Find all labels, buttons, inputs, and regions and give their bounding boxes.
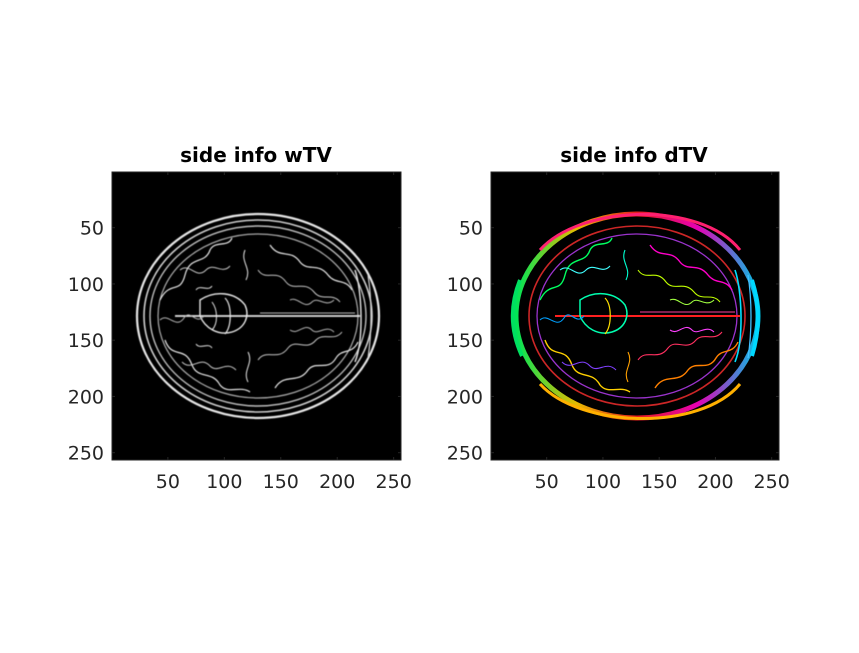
gyri-edge [289, 298, 335, 305]
ventricle-edge [199, 293, 248, 334]
y-tick-label: 250 [447, 443, 483, 465]
x-tick-label: 250 [754, 471, 790, 493]
gyri-edge [159, 237, 233, 301]
chart-title: side info wTV [180, 143, 332, 167]
edge-image [510, 211, 761, 421]
x-tick-label: 100 [206, 471, 242, 493]
x-tick-label: 250 [376, 471, 412, 493]
gyri-edge [245, 351, 251, 383]
gyri-edge [269, 244, 353, 291]
frontal-edge [354, 269, 362, 363]
edge-image [135, 212, 381, 420]
gyri-edge [637, 331, 723, 361]
axis-ticks: 50 100 150 200 250 50 100 150 200 250 [447, 172, 790, 493]
x-tick-label: 150 [263, 471, 299, 493]
y-tick-label: 200 [447, 386, 483, 408]
y-tick-label: 50 [459, 218, 483, 240]
chart-dtv: side info dTV [447, 143, 790, 493]
gyri-edge [649, 244, 733, 291]
gyri-edge [159, 314, 205, 323]
x-tick-label: 50 [156, 471, 180, 493]
skull-ring [143, 219, 373, 413]
ventricle-edge [224, 297, 231, 335]
chart-wtv: side info wTV [68, 143, 412, 493]
x-tick-label: 100 [585, 471, 621, 493]
axes-box [111, 171, 402, 461]
chart-title: side info dTV [560, 143, 708, 167]
ventricle-edge [211, 301, 217, 331]
gyri-edge [181, 361, 237, 371]
y-tick-label: 200 [68, 386, 104, 408]
gyri-edge [669, 298, 715, 306]
y-tick-label: 100 [68, 274, 104, 296]
gyri-edge [544, 339, 631, 393]
skull-outer-ring [135, 212, 381, 420]
gyri-edge [559, 265, 611, 274]
gyri-edge [179, 265, 231, 274]
gyri-edge [561, 361, 617, 371]
axis-ticks: 50 100 150 200 250 50 100 150 200 250 [68, 172, 412, 493]
x-tick-label: 50 [535, 471, 559, 493]
x-tick-label: 150 [641, 471, 677, 493]
skull-ring-left [510, 279, 524, 357]
gyri-edge [539, 314, 585, 323]
y-tick-label: 250 [68, 443, 104, 465]
gyri-edge [539, 237, 613, 301]
gyri-edge [669, 326, 715, 333]
axes-box [490, 171, 780, 461]
gyri-edge [257, 269, 341, 303]
gyri-edge [195, 343, 213, 349]
gyri-edge [637, 269, 721, 303]
gyri-edge [164, 339, 251, 393]
frontal-edge [367, 274, 372, 359]
skull-inner-ring [149, 225, 367, 407]
y-tick-label: 100 [447, 274, 483, 296]
gyri-edge [289, 326, 335, 333]
frontal-edge [734, 269, 742, 363]
y-tick-label: 150 [68, 330, 104, 352]
x-tick-label: 200 [319, 471, 355, 493]
gyri-edge [243, 249, 249, 281]
skull-ring-right [750, 279, 760, 357]
ventricle-edge [604, 297, 611, 335]
skull-ring-top [538, 212, 742, 251]
gyri-edge [195, 285, 213, 291]
gyri-edge [274, 341, 359, 389]
gyri-edge [654, 341, 739, 389]
y-tick-label: 150 [447, 330, 483, 352]
gyri-edge [625, 351, 631, 383]
skull-inner-ring [528, 225, 746, 407]
frontal-edge [747, 274, 752, 359]
gyri-edge [257, 331, 343, 361]
x-tick-label: 200 [697, 471, 733, 493]
ventricle-edge [579, 293, 628, 334]
gyri-edge [623, 249, 629, 281]
skull-ring-bottom [538, 382, 742, 420]
y-tick-label: 50 [80, 218, 104, 240]
